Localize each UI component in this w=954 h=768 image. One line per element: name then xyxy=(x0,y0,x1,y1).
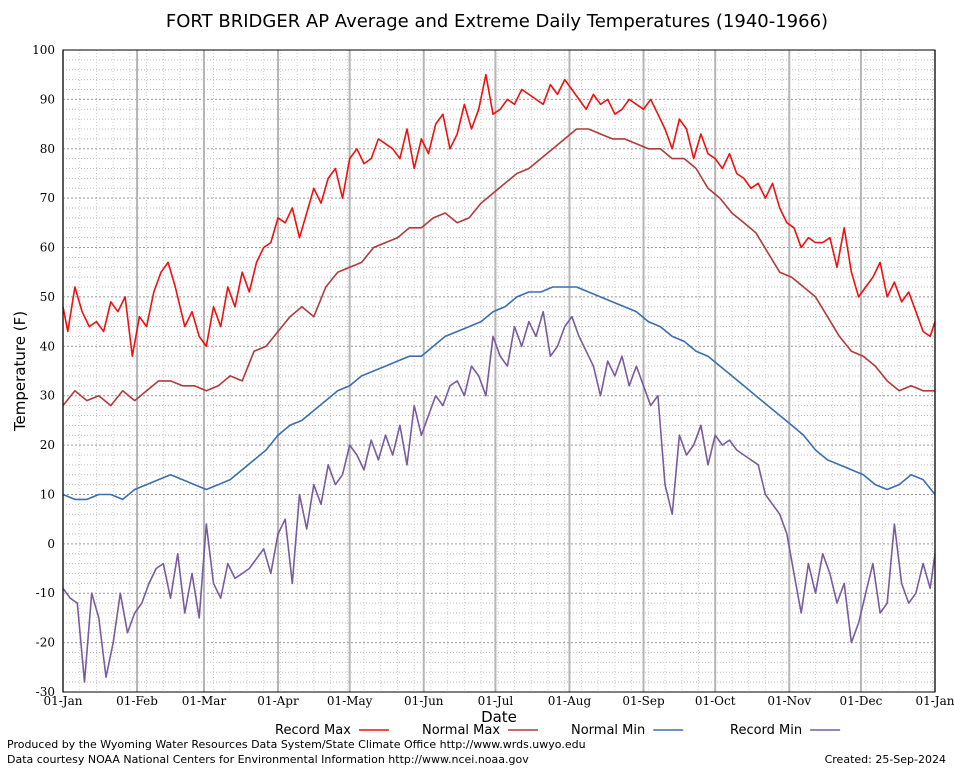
y-tick-label: 70 xyxy=(40,191,55,205)
y-tick-label: 30 xyxy=(40,389,55,403)
y-tick-label: 90 xyxy=(40,92,55,106)
series-line-record-min xyxy=(62,310,936,683)
y-tick-label: 40 xyxy=(40,339,55,353)
x-tick-label: 01-Dec xyxy=(840,694,883,708)
legend: Record Max Normal Max Normal Min Record Min xyxy=(275,723,841,738)
x-tick-label: 01-Mar xyxy=(182,694,227,708)
x-tick-label: 01-Apr xyxy=(257,694,299,708)
x-tick-label: 01-Sep xyxy=(622,694,665,708)
series-line-record-max xyxy=(62,73,936,358)
y-axis-title: Temperature (F) xyxy=(11,311,29,432)
y-tick-label: -30 xyxy=(36,685,55,699)
x-tick-label: 01-Aug xyxy=(548,694,592,708)
x-tick-label: 01-May xyxy=(327,694,373,708)
x-axis-title: Date xyxy=(481,708,517,726)
x-tick-label: 01-Feb xyxy=(116,694,158,708)
y-tick-label: 50 xyxy=(40,290,55,304)
y-tick-label: 10 xyxy=(40,487,55,501)
series-line-normal-min xyxy=(62,286,936,501)
y-tick-label: 20 xyxy=(40,438,55,452)
legend-label-normal-min: Normal Min xyxy=(571,723,645,738)
x-tick-label: 01-Oct xyxy=(695,694,736,708)
series-lines xyxy=(62,73,936,683)
x-tick-label: 01-Jan xyxy=(915,694,954,708)
x-tick-label: 01-Jun xyxy=(404,694,444,708)
x-tick-label: 01-Jul xyxy=(478,694,514,708)
footer-data-courtesy: Data courtesy NOAA National Centers for … xyxy=(7,753,529,766)
y-tick-label: 80 xyxy=(40,142,55,156)
y-tick-label: 100 xyxy=(32,43,55,57)
footer-created: Created: 25-Sep-2024 xyxy=(825,753,946,766)
y-tick-label: 0 xyxy=(47,537,55,551)
plot-frame xyxy=(62,49,936,693)
x-tick-label: 01-Nov xyxy=(767,694,811,708)
x-tick-labels: 01-Jan 01-Feb 01-Mar 01-Apr 01-May 01-Jun 01-J… xyxy=(43,694,954,708)
series-line-normal-max xyxy=(62,128,935,407)
y-tick-label: -10 xyxy=(36,586,55,600)
legend-label-record-max: Record Max xyxy=(275,723,351,738)
y-tick-labels: -30 -20 -10 0 10 20 30 40 50 60 70 80 90 100 xyxy=(32,43,55,699)
legend-label-record-min: Record Min xyxy=(730,723,802,738)
chart-title: FORT BRIDGER AP Average and Extreme Dail… xyxy=(166,11,828,32)
y-tick-label: -20 xyxy=(36,636,55,650)
y-tick-label: 60 xyxy=(40,241,55,255)
footer-produced-by: Produced by the Wyoming Water Resources … xyxy=(7,738,586,751)
x-tick-label: 01-Jan xyxy=(43,694,82,708)
legend-label-normal-max: Normal Max xyxy=(422,723,500,738)
